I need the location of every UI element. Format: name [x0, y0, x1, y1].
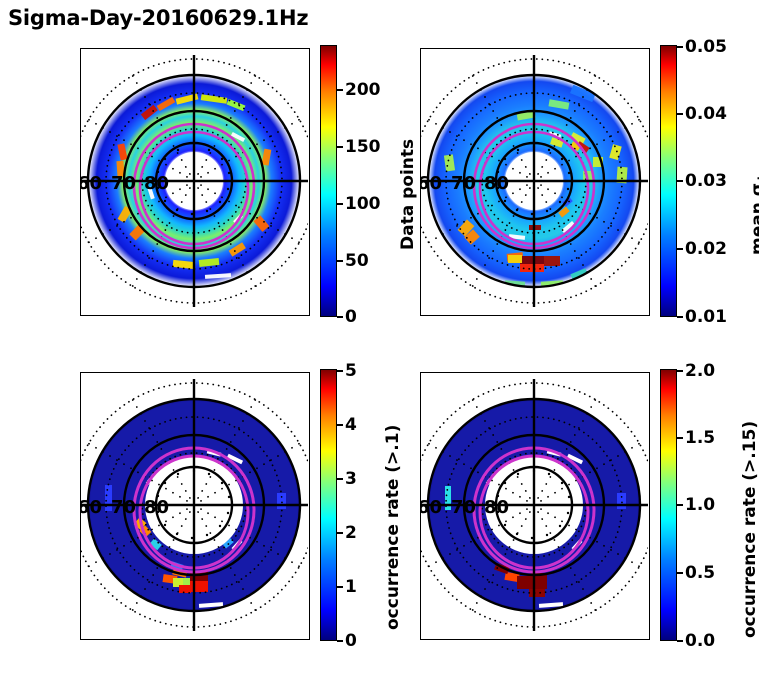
- polar-plot-occurrence-rate-p15: 60 70 80: [421, 379, 648, 631]
- cbar-tick-label: 5: [345, 361, 357, 381]
- svg-text:60: 60: [421, 497, 442, 518]
- svg-text:80: 80: [484, 497, 509, 518]
- cbar-tick-label: 200: [345, 80, 381, 100]
- axis-cross: [81, 55, 308, 307]
- colorbar-label-occurrence-rate-p1: occurrence rate (>.1): [383, 424, 403, 630]
- cbar-tick-label: 1: [345, 577, 357, 597]
- cbar-tick-label: 0.05: [685, 37, 727, 57]
- cbar-tick-label: 0: [345, 631, 357, 651]
- cbar-tick-label: 4: [345, 415, 357, 435]
- radial-tick-labels: 60 70 80: [421, 173, 509, 194]
- cbar-tick-label: 0.04: [685, 104, 727, 124]
- panel-data-points[interactable]: 60 70 80: [80, 48, 310, 316]
- cbar-tick-label: 0.01: [685, 307, 727, 327]
- cbar-tick-label: 50: [345, 251, 369, 271]
- svg-text:70: 70: [451, 173, 476, 194]
- radial-tick-labels: 60 70 80: [81, 173, 169, 194]
- colorbar-occurrence-rate-p1[interactable]: [320, 369, 337, 641]
- colorbar-label-occurrence-rate-p15: occurrence rate (>.15): [740, 420, 759, 638]
- svg-text:60: 60: [81, 497, 102, 518]
- svg-text:80: 80: [144, 173, 169, 194]
- cbar-tick-label: 0.5: [685, 563, 716, 583]
- polar-plot-mean-sigma-phi: 60 70 80: [421, 55, 648, 307]
- svg-text:70: 70: [451, 497, 476, 518]
- cbar-tick-label: 1.0: [685, 495, 716, 515]
- colorbar-label-data-points: Data points: [398, 138, 418, 250]
- colorbar-gradient: [661, 370, 676, 640]
- cbar-tick-label: 2: [345, 523, 357, 543]
- radial-tick-labels: 60 70 80: [421, 497, 509, 518]
- cbar-tick-label: 100: [345, 194, 381, 214]
- page-title: Sigma-Day-20160629.1Hz: [8, 6, 309, 30]
- colorbar-data-points[interactable]: [320, 45, 337, 317]
- polar-plot-occurrence-rate-p1: 60 70 80: [81, 379, 308, 631]
- cbar-tick-label: 0.0: [685, 631, 716, 651]
- colorbar-gradient: [321, 46, 336, 316]
- colorbar-gradient: [661, 46, 676, 316]
- colorbar-label-mean-sigma-phi: mean σϕ: [748, 173, 759, 255]
- colorbar-gradient: [321, 370, 336, 640]
- radial-tick-labels: 60 70 80: [81, 497, 169, 518]
- svg-text:80: 80: [484, 173, 509, 194]
- colorbar-mean-sigma-phi[interactable]: [660, 45, 677, 317]
- panel-mean-sigma-phi[interactable]: 60 70 80: [420, 48, 650, 316]
- svg-text:70: 70: [111, 497, 136, 518]
- cbar-tick-label: 150: [345, 137, 381, 157]
- panel-occurrence-rate-p15[interactable]: 60 70 80: [420, 372, 650, 640]
- colorbar-occurrence-rate-p15[interactable]: [660, 369, 677, 641]
- cbar-tick-label: 3: [345, 469, 357, 489]
- axis-cross: [421, 379, 648, 631]
- cbar-tick-label: 0: [345, 307, 357, 327]
- svg-text:60: 60: [421, 173, 442, 194]
- cbar-tick-label: 2.0: [685, 361, 716, 381]
- svg-text:60: 60: [81, 173, 102, 194]
- cbar-label-text: mean σ: [748, 183, 759, 255]
- cbar-tick-label: 0.03: [685, 171, 727, 191]
- polar-plot-data-points: 60 70 80: [81, 55, 308, 307]
- cbar-tick-label: 1.5: [685, 428, 716, 448]
- cbar-tick-label: 0.02: [685, 239, 727, 259]
- axis-cross: [421, 55, 648, 307]
- svg-text:80: 80: [144, 497, 169, 518]
- axis-cross: [81, 379, 308, 631]
- svg-text:70: 70: [111, 173, 136, 194]
- panel-occurrence-rate-p1[interactable]: 60 70 80: [80, 372, 310, 640]
